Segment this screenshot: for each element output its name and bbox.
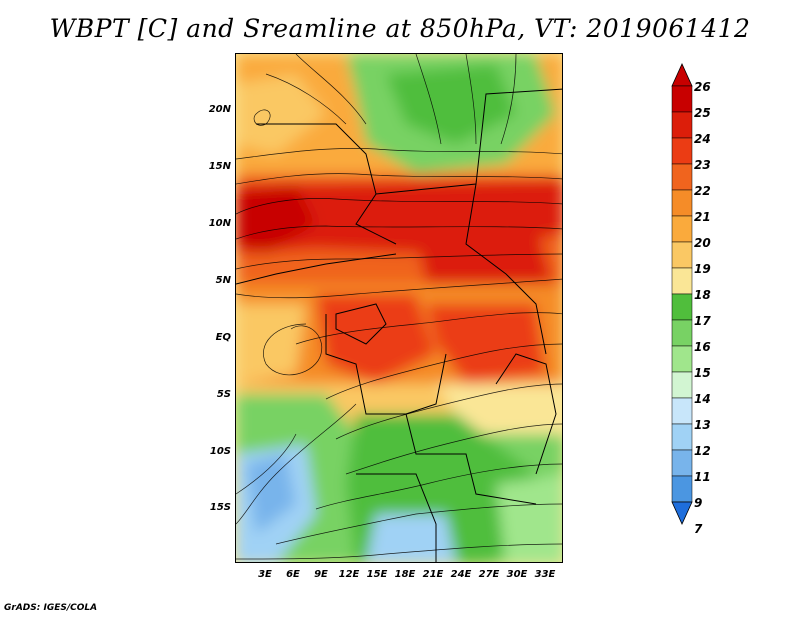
lon-label-18e: 18E bbox=[394, 569, 416, 580]
lon-label-15e: 15E bbox=[366, 569, 388, 580]
colorbar-segment bbox=[671, 137, 693, 165]
lat-label-eq: EQ bbox=[215, 332, 231, 343]
colorbar-label-25: 25 bbox=[694, 106, 711, 120]
colorbar-label-7: 7 bbox=[694, 522, 703, 536]
colorbar-label-9: 9 bbox=[694, 496, 703, 510]
colorbar-segment bbox=[671, 449, 693, 477]
map-panel bbox=[235, 53, 563, 563]
colorbar-segment bbox=[671, 163, 693, 191]
colorbar-label-14: 14 bbox=[694, 392, 711, 406]
colorbar-label-19: 19 bbox=[694, 262, 711, 276]
lon-label-27e: 27E bbox=[478, 569, 500, 580]
colorbar-label-17: 17 bbox=[694, 314, 711, 328]
colorbar-segment bbox=[671, 475, 693, 503]
colorbar-segment bbox=[671, 293, 693, 321]
colorbar-segment bbox=[671, 85, 693, 113]
colorbar-label-22: 22 bbox=[694, 184, 711, 198]
colorbar-segments bbox=[671, 63, 693, 525]
lon-label-21e: 21E bbox=[422, 569, 444, 580]
lon-label-9e: 9E bbox=[314, 569, 328, 580]
colorbar-bottom-arrow bbox=[671, 501, 693, 525]
colorbar-segment bbox=[671, 397, 693, 425]
streamlines bbox=[236, 54, 562, 560]
lat-label-10s: 10S bbox=[209, 446, 231, 457]
footer-credit: GrADS: IGES/COLA bbox=[4, 603, 98, 613]
lat-label-15s: 15S bbox=[209, 502, 231, 513]
colorbar-label-23: 23 bbox=[694, 158, 711, 172]
lat-label-10n: 10N bbox=[208, 218, 231, 229]
lat-label-20n: 20N bbox=[208, 104, 231, 115]
colorbar-label-21: 21 bbox=[694, 210, 711, 224]
wbpt-color-field bbox=[236, 54, 562, 562]
colorbar-label-15: 15 bbox=[694, 366, 711, 380]
colorbar-segment bbox=[671, 319, 693, 347]
colorbar-segment bbox=[671, 111, 693, 139]
colorbar-segment bbox=[671, 345, 693, 373]
lon-label-3e: 3E bbox=[258, 569, 272, 580]
colorbar-label-18: 18 bbox=[694, 288, 711, 302]
lon-label-6e: 6E bbox=[286, 569, 300, 580]
wbpt-streamline-map bbox=[236, 54, 562, 562]
country-boundaries bbox=[236, 88, 562, 562]
colorbar-label-20: 20 bbox=[694, 236, 711, 250]
lon-label-12e: 12E bbox=[338, 569, 360, 580]
colorbar-segment bbox=[671, 215, 693, 243]
colorbar-label-16: 16 bbox=[694, 340, 711, 354]
colorbar-segment bbox=[671, 267, 693, 295]
colorbar-label-11: 11 bbox=[694, 470, 711, 484]
lon-label-24e: 24E bbox=[450, 569, 472, 580]
colorbar bbox=[671, 63, 693, 525]
colorbar-segment bbox=[671, 241, 693, 269]
colorbar-segment bbox=[671, 189, 693, 217]
lon-label-30e: 30E bbox=[506, 569, 528, 580]
colorbar-label-13: 13 bbox=[694, 418, 711, 432]
lat-label-15n: 15N bbox=[208, 161, 231, 172]
colorbar-top-arrow bbox=[671, 63, 693, 87]
colorbar-segment bbox=[671, 371, 693, 399]
colorbar-label-24: 24 bbox=[694, 132, 711, 146]
lat-label-5n: 5N bbox=[215, 275, 231, 286]
colorbar-label-12: 12 bbox=[694, 444, 711, 458]
colorbar-label-26: 26 bbox=[694, 80, 711, 94]
map-title: WBPT [C] and Sreamline at 850hPa, VT: 20… bbox=[49, 14, 751, 43]
lat-label-5s: 5S bbox=[216, 389, 231, 400]
lon-label-33e: 33E bbox=[534, 569, 556, 580]
colorbar-segment bbox=[671, 423, 693, 451]
